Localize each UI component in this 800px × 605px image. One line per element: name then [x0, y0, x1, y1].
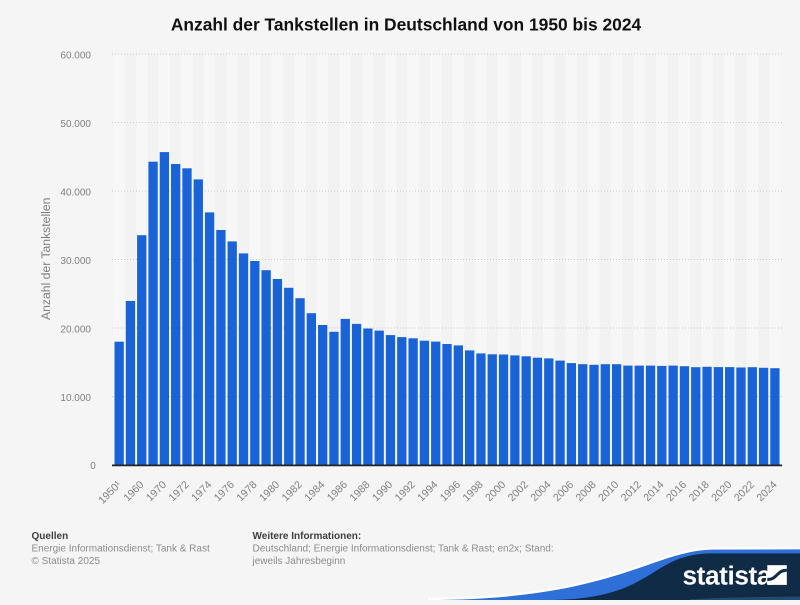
svg-text:Anzahl der Tankstellen: Anzahl der Tankstellen: [39, 198, 53, 320]
svg-text:Anzahl der Tankstellen in Deut: Anzahl der Tankstellen in Deutschland vo…: [171, 14, 642, 34]
svg-text:jeweils Jahresbeginn: jeweils Jahresbeginn: [252, 556, 346, 567]
svg-text:0: 0: [90, 461, 96, 472]
svg-text:Weitere Informationen:: Weitere Informationen:: [253, 531, 362, 542]
svg-text:© Statista 2025: © Statista 2025: [32, 556, 101, 567]
svg-text:Quellen: Quellen: [32, 531, 69, 542]
svg-text:60.000: 60.000: [60, 50, 91, 61]
svg-text:20.000: 20.000: [60, 324, 91, 335]
svg-text:Deutschland; Energie Informati: Deutschland; Energie Informationsdienst;…: [253, 544, 554, 555]
svg-text:50.000: 50.000: [60, 119, 91, 130]
svg-text:30.000: 30.000: [60, 256, 91, 267]
svg-text:Energie Informationsdienst; Ta: Energie Informationsdienst; Tank & Rast: [32, 544, 210, 555]
svg-text:10.000: 10.000: [60, 393, 91, 404]
svg-text:40.000: 40.000: [60, 187, 91, 198]
svg-text:statista: statista: [683, 560, 772, 590]
